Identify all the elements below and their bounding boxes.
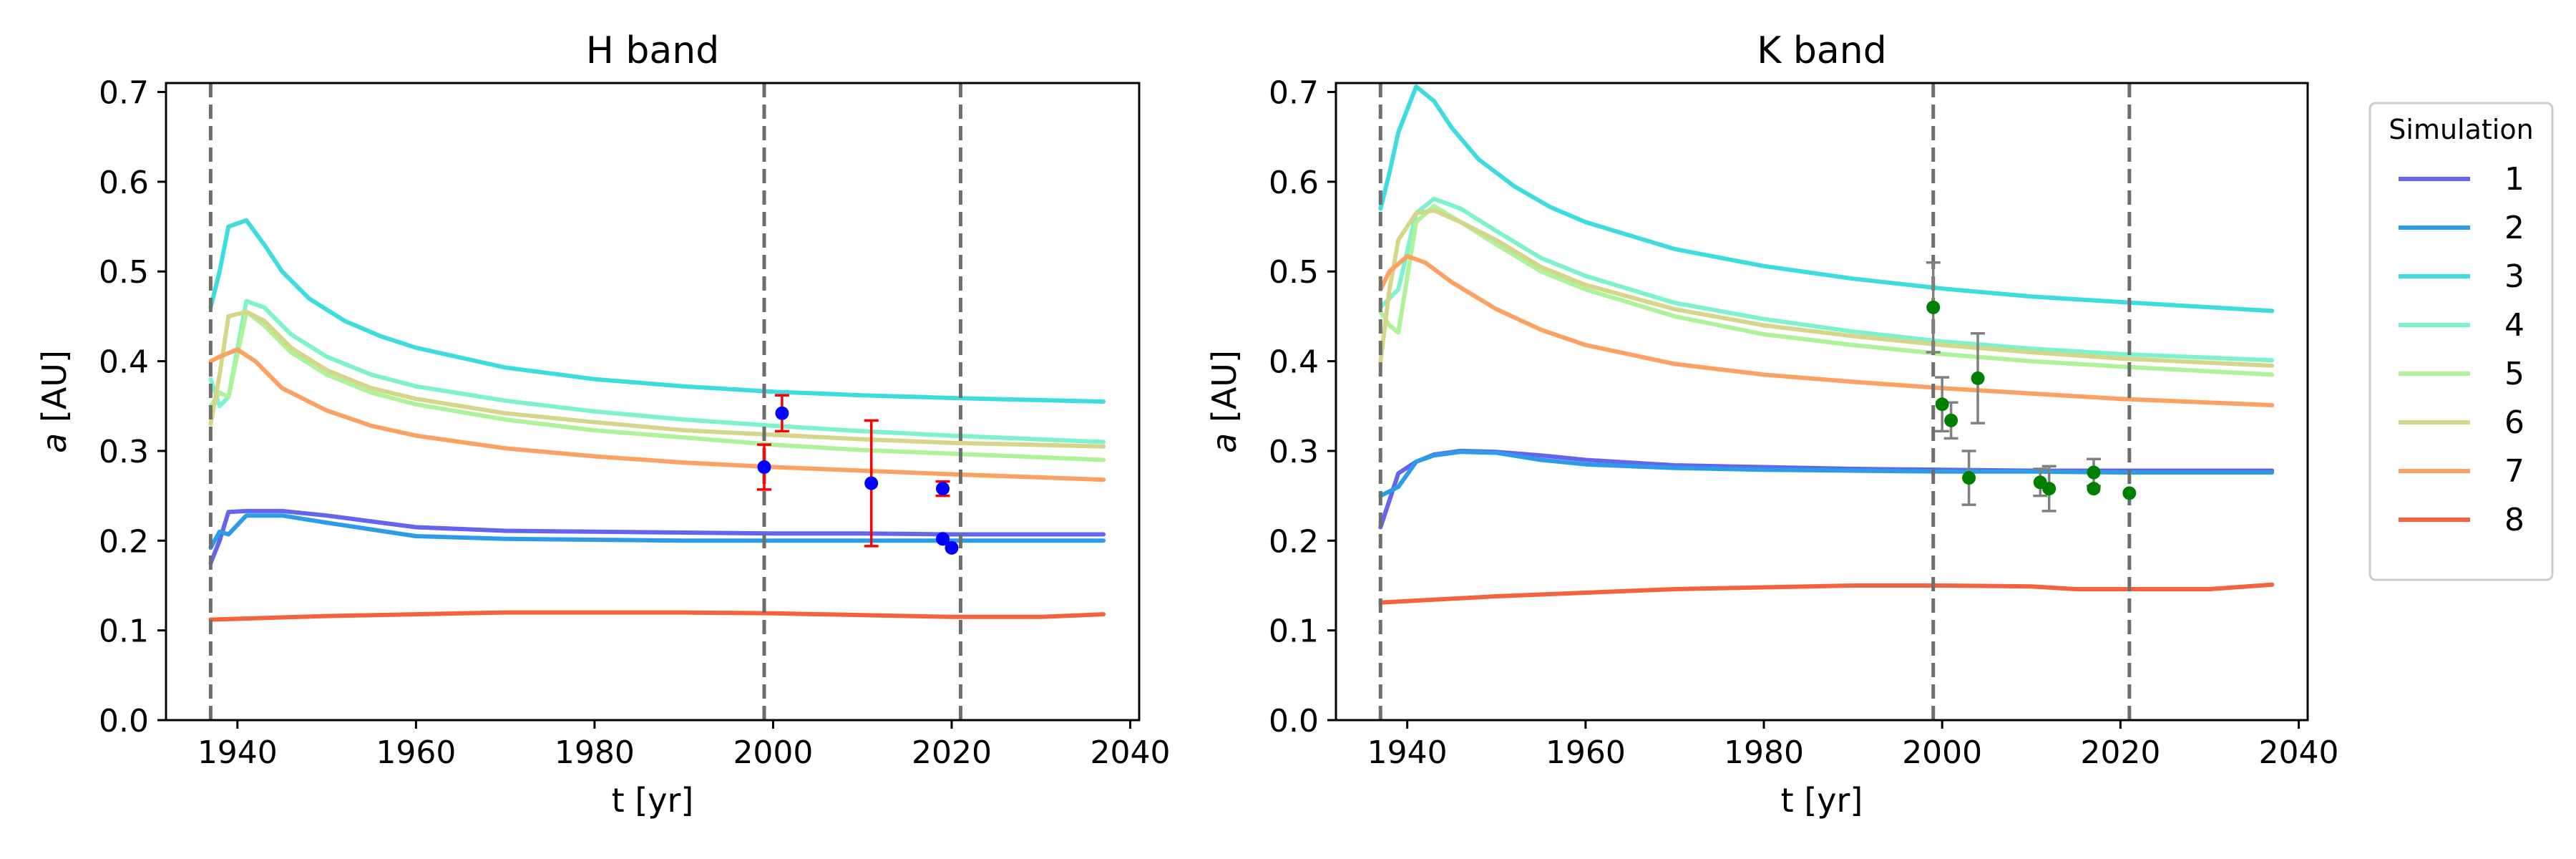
legend-label-4: 4	[2504, 307, 2524, 344]
legend-label-1: 1	[2504, 161, 2524, 198]
legend-label-2: 2	[2504, 210, 2524, 246]
y-tick-label: 0.2	[99, 523, 149, 560]
observation-point	[2087, 482, 2101, 496]
observation-point	[757, 460, 771, 475]
y-tick-label: 0.6	[1269, 165, 1319, 201]
observation-point	[2042, 482, 2057, 496]
observation-point	[2087, 465, 2101, 480]
legend-title: Simulation	[2389, 114, 2533, 145]
series-line-7	[1378, 253, 2275, 407]
x-tick-label: 2020	[2080, 734, 2160, 771]
legend-label-8: 8	[2504, 502, 2524, 538]
y-tick-label: 0.0	[99, 703, 149, 739]
x-tick-label: 2020	[912, 734, 992, 771]
legend: Simulation 1 2 3 4 5 6 7 8	[2368, 102, 2554, 581]
series-line-4	[1378, 196, 2275, 363]
y-tick-label: 0.0	[1269, 703, 1319, 739]
y-tick-label: 0.3	[99, 434, 149, 470]
y-tick-label: 0.1	[1269, 613, 1319, 650]
series-line-8	[1378, 582, 2275, 605]
y-tick-label: 0.2	[1269, 523, 1319, 560]
y-tick-label: 0.5	[1269, 254, 1319, 291]
observation-point	[1926, 300, 1941, 314]
legend-label-6: 6	[2504, 404, 2524, 441]
chart-title: K band	[1757, 29, 1886, 72]
x-tick-label: 1960	[1546, 734, 1626, 771]
series-line-3	[1378, 84, 2275, 314]
x-axis-label: t [yr]	[1781, 781, 1863, 820]
series-line-8	[208, 610, 1106, 622]
x-tick-label: 2040	[2259, 734, 2339, 771]
series-line-1	[208, 508, 1106, 566]
chart-title: H band	[586, 29, 719, 72]
y-tick-label: 0.4	[1269, 344, 1319, 381]
plot-area	[208, 83, 1106, 720]
axes-frame	[1335, 82, 2309, 722]
legend-label-7: 7	[2504, 453, 2524, 490]
observation-point	[1935, 397, 1949, 412]
series-line-2	[208, 513, 1106, 550]
x-axis-label: t [yr]	[612, 781, 694, 820]
chart-panel-k-band: 1940 1960 1980 2000 2020 2040 0.0 0.1 0.2 0.3 0.4 0…	[1205, 29, 2339, 820]
observation-point	[1962, 471, 1976, 485]
legend-box	[2368, 102, 2554, 581]
observation-point	[1971, 371, 1985, 385]
series-line-5	[208, 309, 1106, 462]
y-axis-label: a [AU]	[35, 350, 74, 453]
axes-frame	[165, 82, 1141, 722]
observation-point	[936, 482, 950, 496]
x-tick-label: 1940	[1367, 734, 1448, 771]
observation-point	[1944, 413, 1958, 427]
x-tick-label: 2000	[1902, 734, 1982, 771]
y-tick-label: 0.7	[1269, 75, 1319, 112]
y-tick-label: 0.1	[99, 613, 149, 650]
x-tick-label: 2000	[733, 734, 813, 771]
y-tick-label: 0.3	[1269, 434, 1319, 470]
observation-point	[2122, 486, 2137, 500]
plot-area	[1378, 83, 2275, 720]
chart-panel-h-band: 1940 1960 1980 2000 2020 2040 0.0 0.1 0.2 0.3 0.4 0…	[35, 29, 1171, 820]
legend-label-5: 5	[2504, 356, 2524, 392]
y-tick-label: 0.6	[99, 165, 149, 201]
x-tick-label: 1980	[1724, 734, 1804, 771]
series-line-6	[1378, 208, 2275, 368]
y-tick-label: 0.5	[99, 254, 149, 291]
series-line-2	[1378, 450, 2275, 498]
x-tick-label: 1980	[555, 734, 635, 771]
observation-point	[864, 476, 879, 490]
y-tick-label: 0.4	[99, 344, 149, 381]
series-line-3	[208, 218, 1106, 404]
observation-point	[945, 540, 959, 555]
y-tick-label: 0.7	[99, 75, 149, 112]
x-tick-label: 1960	[376, 734, 456, 771]
observation-point	[936, 532, 950, 546]
series-line-5	[1378, 203, 2275, 377]
series-line-6	[208, 309, 1106, 449]
x-tick-label: 2040	[1091, 734, 1171, 771]
x-tick-label: 1940	[197, 734, 278, 771]
series-line-7	[208, 347, 1106, 482]
legend-label-3: 3	[2504, 258, 2524, 295]
observation-point	[775, 406, 789, 420]
y-axis-label: a [AU]	[1205, 350, 1244, 453]
